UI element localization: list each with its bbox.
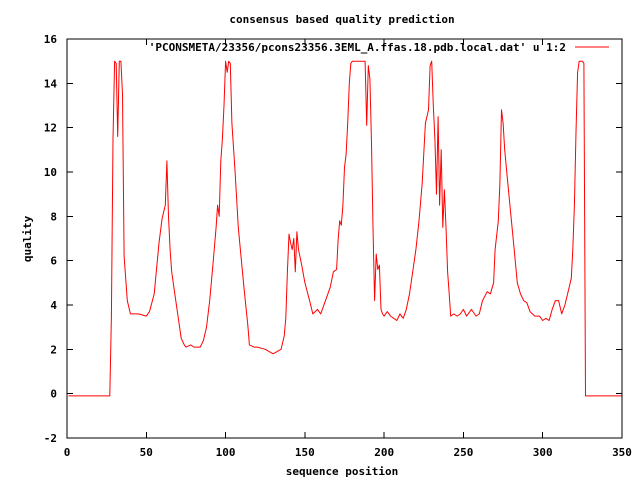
legend-series-label: 'PCONSMETA/23356/pcons23356.3EML_A.ffas.… [149,41,566,54]
y-tick-label: 4 [50,299,57,312]
x-tick-label: 150 [295,446,315,459]
x-tick-label: 0 [64,446,71,459]
x-tick-label: 100 [216,446,236,459]
y-tick-label: 10 [44,166,57,179]
series-line [68,60,622,397]
chart-title: consensus based quality prediction [229,13,454,26]
y-tick-label: 14 [44,77,58,90]
y-tick-label: -2 [44,432,57,445]
x-tick-label: 350 [612,446,632,459]
series-layer [68,60,622,397]
y-tick-label: 6 [50,255,57,268]
y-tick-label: 16 [44,33,58,46]
x-tick-label: 200 [374,446,394,459]
x-tick-label: 50 [140,446,153,459]
y-tick-label: 12 [44,122,57,135]
y-tick-label: 8 [50,210,57,223]
axis-ticks: 0 50 100 150 200 250 300 350 -2 0 2 4 6 8 10 12 14 16 [44,33,632,459]
plot-frame [66,38,623,439]
x-tick-label: 250 [453,446,473,459]
y-axis-label: quality [21,215,34,262]
y-tick-label: 2 [50,343,57,356]
x-axis-label: sequence position [286,465,399,478]
x-tick-label: 300 [533,446,553,459]
y-tick-label: 0 [50,388,57,401]
legend: 'PCONSMETA/23356/pcons23356.3EML_A.ffas.… [149,41,609,54]
